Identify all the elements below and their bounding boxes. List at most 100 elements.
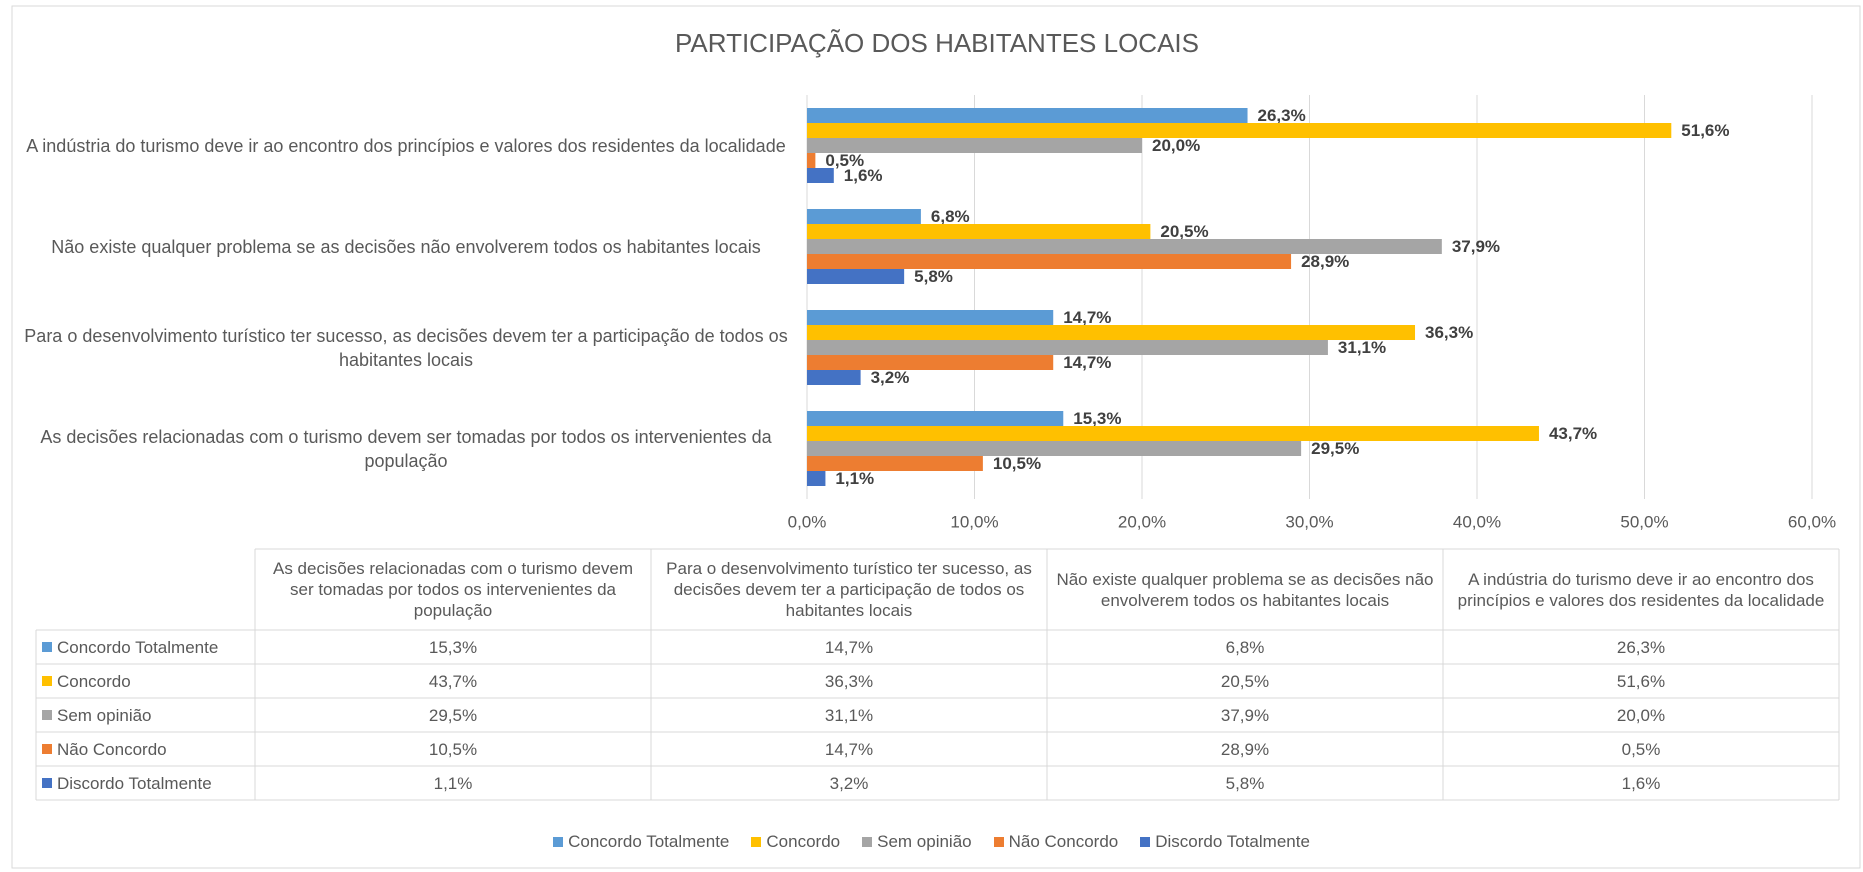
table-cell: 28,9% (1220, 739, 1270, 759)
legend-label: Concordo Totalmente (568, 832, 730, 851)
x-tick-label: 40,0% (1453, 512, 1501, 531)
table-cell: 29,5% (428, 705, 478, 725)
table-cell: 31,1% (824, 705, 874, 725)
bar (807, 224, 1151, 239)
table-cell: 6,8% (1225, 637, 1265, 657)
data-label: 14,7% (1063, 353, 1111, 372)
table-row-header: Não Concordo (42, 732, 253, 766)
chart-title: PARTICIPAÇÃO DOS HABITANTES LOCAIS (675, 28, 1199, 58)
x-tick-label: 20,0% (1118, 512, 1166, 531)
bar (807, 310, 1054, 325)
legend-item: Discordo Totalmente (1140, 832, 1310, 852)
table-cell: 3,2% (829, 773, 869, 793)
bar (807, 325, 1416, 340)
bar (807, 411, 1064, 426)
table-header: A indústria do turismo deve ir ao encont… (1457, 569, 1825, 610)
y-tick-label: Não existe qualquer problema se as decis… (51, 236, 761, 257)
legend: Concordo Totalmente Concordo Sem opinião Nã… (0, 832, 1863, 852)
legend-swatch (42, 744, 52, 754)
data-label: 5,8% (914, 267, 953, 286)
data-label: 1,1% (835, 469, 874, 488)
legend-swatch (993, 837, 1004, 847)
table-cell: 0,5% (1621, 739, 1661, 759)
legend-item: Sem opinião (862, 832, 972, 852)
chart-border (11, 5, 1861, 869)
x-tick-label: 0,0% (788, 512, 827, 531)
x-tick-label: 60,0% (1788, 512, 1836, 531)
data-label: 0,5% (825, 151, 864, 170)
x-tick-label: 30,0% (1285, 512, 1333, 531)
data-label: 20,0% (1152, 136, 1200, 155)
legend-swatch (42, 710, 52, 720)
legend-swatch (42, 778, 52, 788)
series-name: Concordo Totalmente (57, 637, 219, 657)
legend-swatch (751, 837, 762, 847)
table-cell: 37,9% (1220, 705, 1270, 725)
table-cell: 14,7% (824, 637, 874, 657)
legend-label: Sem opinião (877, 832, 972, 851)
legend-swatch (553, 837, 564, 847)
bar (807, 138, 1142, 153)
legend-item: Concordo Totalmente (553, 832, 729, 852)
y-tick-label: A indústria do turismo deve ir ao encont… (26, 135, 786, 156)
bar (807, 370, 861, 385)
table-header: As decisões relacionadas com o turismo d… (273, 559, 633, 620)
table-cell: 36,3% (824, 671, 874, 691)
bar (807, 123, 1672, 138)
series-name: Discordo Totalmente (57, 773, 212, 793)
bar (807, 456, 983, 471)
legend-label: Discordo Totalmente (1155, 832, 1310, 851)
y-tick-label: Para o desenvolvimento turístico ter suc… (24, 325, 788, 370)
data-label: 15,3% (1073, 409, 1121, 428)
data-label: 3,2% (871, 368, 910, 387)
data-label: 1,6% (844, 166, 883, 185)
data-label: 31,1% (1338, 338, 1386, 357)
bar (807, 108, 1248, 123)
table-cell: 43,7% (428, 671, 478, 691)
data-label: 14,7% (1063, 308, 1111, 327)
bar (807, 471, 826, 486)
legend-swatch (862, 837, 873, 847)
data-label: 26,3% (1258, 106, 1306, 125)
bar (807, 269, 905, 284)
data-label: 10,5% (993, 454, 1041, 473)
legend-swatch (42, 676, 52, 686)
table-header: Não existe qualquer problema se as decis… (1056, 569, 1434, 610)
data-label: 37,9% (1452, 237, 1500, 256)
table-row-header: Concordo Totalmente (42, 630, 253, 664)
bar (807, 209, 921, 224)
x-tick-label: 50,0% (1620, 512, 1668, 531)
legend-swatch (42, 642, 52, 652)
series-name: Concordo (57, 671, 131, 691)
table-header: Para o desenvolvimento turístico ter suc… (666, 559, 1032, 620)
bar (807, 426, 1539, 441)
x-tick-label: 10,0% (950, 512, 998, 531)
data-label: 36,3% (1425, 323, 1473, 342)
data-label: 51,6% (1681, 121, 1729, 140)
table-row-header: Discordo Totalmente (42, 766, 253, 800)
table-cell: 15,3% (428, 637, 478, 657)
legend-swatch (1140, 837, 1151, 847)
data-label: 29,5% (1311, 439, 1359, 458)
bar (807, 168, 834, 183)
bar (807, 340, 1328, 355)
bar (807, 153, 816, 168)
table-cell: 14,7% (824, 739, 874, 759)
data-label: 20,5% (1160, 222, 1208, 241)
table-cell: 10,5% (428, 739, 478, 759)
bar (807, 254, 1292, 269)
series-name: Sem opinião (57, 705, 152, 725)
table-cell: 20,5% (1220, 671, 1270, 691)
bar (807, 441, 1302, 456)
table-cell: 20,0% (1616, 705, 1666, 725)
legend-item: Concordo (751, 832, 840, 852)
table-cell: 1,6% (1621, 773, 1661, 793)
table-row-header: Concordo (42, 664, 253, 698)
data-label: 6,8% (931, 207, 970, 226)
legend-label: Concordo (766, 832, 841, 851)
table-cell: 1,1% (433, 773, 473, 793)
bar (807, 239, 1442, 254)
series-name: Não Concordo (57, 739, 167, 759)
